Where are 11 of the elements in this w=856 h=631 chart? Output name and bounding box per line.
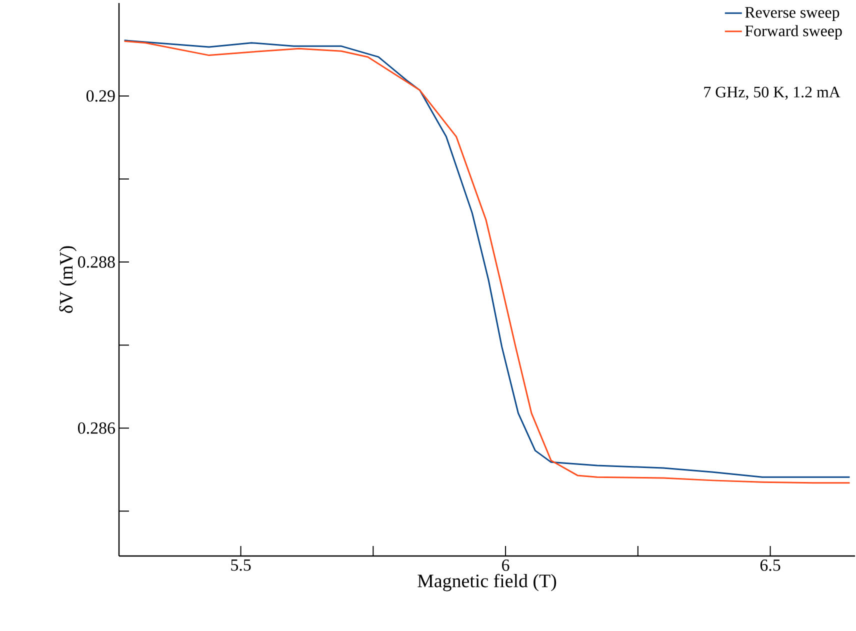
x-axis-title: Magnetic field (T)	[418, 574, 556, 592]
x-tick-label: 5.5	[231, 560, 251, 571]
y-tick-label: 0.288	[78, 256, 115, 268]
y-axis-title: δV (mV)	[59, 246, 77, 313]
legend-label: Reverse sweep	[745, 7, 840, 21]
x-tick-label: 6.5	[760, 560, 780, 571]
x-tick-label: 6	[502, 560, 510, 571]
y-tick-label: 0.286	[78, 422, 115, 434]
legend-label: Forward sweep	[745, 25, 842, 40]
y-tick-label: 0.29	[86, 90, 115, 102]
annotation: 7 GHz, 50 K, 1.2 mA	[704, 86, 840, 100]
